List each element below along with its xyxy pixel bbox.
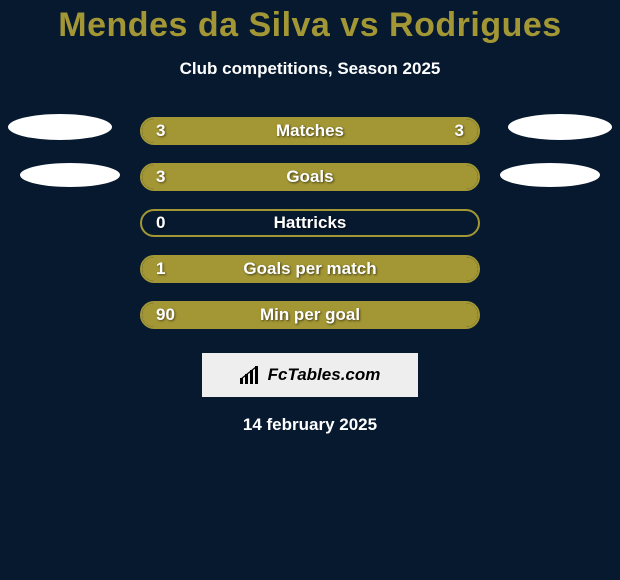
stat-bar: 3 Goals [140, 163, 480, 191]
stat-label: Goals [286, 167, 333, 187]
stat-bar: 0 Hattricks [140, 209, 480, 237]
stat-row-goals: 3 Goals [0, 163, 620, 191]
stat-label: Min per goal [260, 305, 360, 325]
player-left-marker [20, 163, 120, 187]
page-title: Mendes da Silva vs Rodrigues [0, 0, 620, 45]
player-left-marker [8, 114, 112, 140]
stat-label: Goals per match [243, 259, 376, 279]
stat-value-left: 3 [156, 167, 165, 187]
stat-label: Hattricks [274, 213, 347, 233]
stat-bar: 3 Matches 3 [140, 117, 480, 145]
subtitle: Club competitions, Season 2025 [0, 59, 620, 79]
bar-chart-icon [240, 366, 262, 384]
source-logo-text: FcTables.com [268, 365, 381, 385]
stat-bar: 1 Goals per match [140, 255, 480, 283]
stat-row-matches: 3 Matches 3 [0, 117, 620, 145]
stat-row-hattricks: 0 Hattricks [0, 209, 620, 237]
comparison-infographic: Mendes da Silva vs Rodrigues Club compet… [0, 0, 620, 580]
player-right-marker [508, 114, 612, 140]
stat-row-goals-per-match: 1 Goals per match [0, 255, 620, 283]
stat-value-left: 1 [156, 259, 165, 279]
stat-value-left: 0 [156, 213, 165, 233]
stat-value-left: 90 [156, 305, 175, 325]
player-right-marker [500, 163, 600, 187]
source-logo: FcTables.com [202, 353, 418, 397]
stat-bar: 90 Min per goal [140, 301, 480, 329]
date-text: 14 february 2025 [0, 415, 620, 435]
stat-value-right: 3 [455, 121, 464, 141]
stat-label: Matches [276, 121, 344, 141]
stat-row-min-per-goal: 90 Min per goal [0, 301, 620, 329]
stats-zone: 3 Matches 3 3 Goals 0 Hattricks [0, 117, 620, 329]
stat-value-left: 3 [156, 121, 165, 141]
